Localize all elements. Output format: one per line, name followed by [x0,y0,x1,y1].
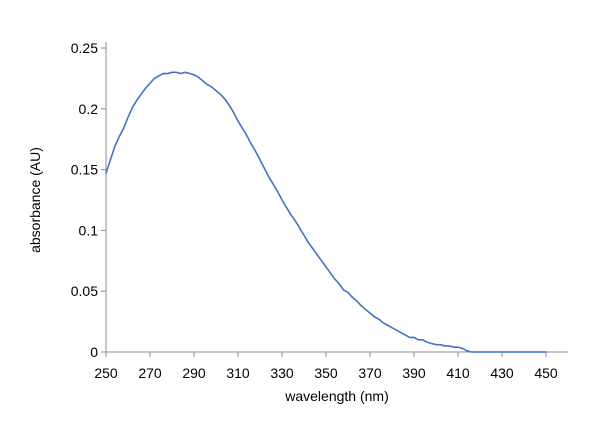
y-tick-label: 0.05 [71,283,98,299]
x-tick-label: 390 [402,365,426,381]
y-tick-label: 0.2 [79,101,99,117]
x-tick-label: 350 [314,365,338,381]
x-tick-label: 250 [94,365,118,381]
x-tick-label: 370 [358,365,382,381]
x-axis-ticks: 250 270 290 310 330 350 370 390 410 430 450 [94,352,558,381]
x-tick-label: 410 [446,365,470,381]
x-tick-label: 270 [138,365,162,381]
x-tick-label: 290 [182,365,206,381]
series-group [105,71,547,353]
y-tick-label: 0 [90,344,98,360]
y-tick-label: 0.25 [71,40,98,56]
y-tick-label: 0.15 [71,162,98,178]
x-tick-label: 430 [490,365,514,381]
x-axis-label: wavelength (nm) [284,388,389,404]
series-line-absorbance [105,71,547,353]
y-axis-ticks: 0 0.05 0.1 0.15 0.2 0.25 [71,40,106,360]
y-tick-label: 0.1 [79,222,99,238]
x-tick-label: 330 [270,365,294,381]
y-axis-label: absorbance (AU) [27,147,43,253]
x-tick-label: 450 [534,365,558,381]
x-tick-label: 310 [226,365,250,381]
